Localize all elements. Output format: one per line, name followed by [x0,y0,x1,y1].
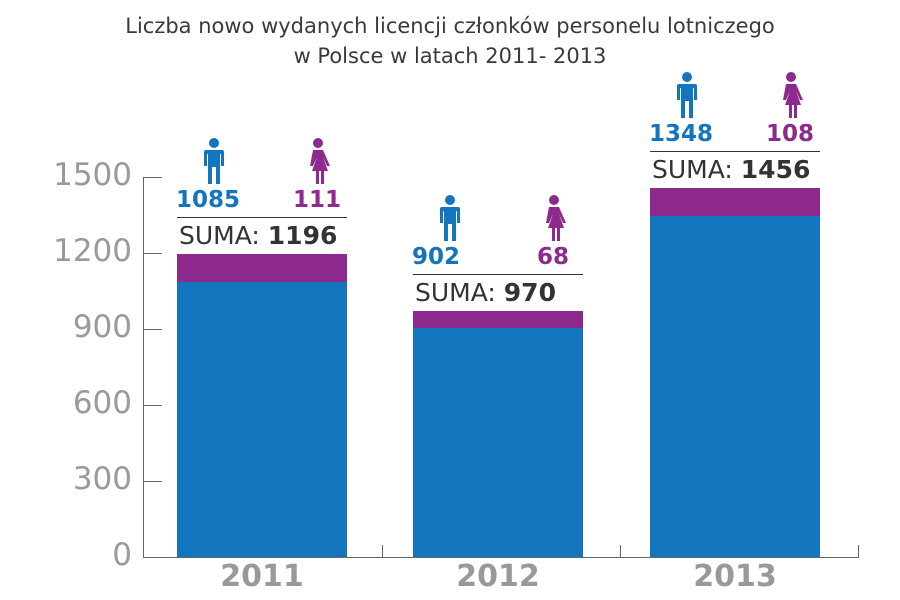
total-label: SUMA: 1456 [652,156,810,184]
x-label-2011: 2011 [220,559,304,594]
y-tick [143,481,162,482]
total-value: 1196 [267,221,338,250]
x-tick [858,545,859,557]
y-tick [143,253,162,254]
separator-line [650,151,820,153]
women-count: 108 [765,121,814,148]
x-label-2013: 2013 [693,559,777,594]
bar-men [177,282,347,557]
man-icon [439,195,461,245]
y-tick [143,329,162,330]
total-value: 970 [503,278,556,308]
bar-women [413,311,583,329]
y-tick-label: 900 [72,309,132,345]
y-axis-line [143,177,144,558]
man-icon [676,72,698,122]
x-tick [620,545,621,557]
chart-title-line1: Liczba nowo wydanych licencji członków p… [125,14,775,38]
bar-men [650,215,820,557]
men-count: 1348 [649,121,714,148]
separator-line [413,274,583,276]
x-label-2012: 2012 [456,559,540,594]
separator-line [177,217,347,218]
y-tick-label: 600 [72,385,132,421]
men-count: 902 [412,244,461,271]
y-tick-label: 1200 [53,233,132,269]
woman-icon [778,72,804,122]
y-tick [143,177,162,178]
women-count: 68 [536,244,569,271]
x-axis-line [143,557,859,558]
y-tick [143,405,162,406]
y-tick-label: 0 [112,537,132,573]
bar-men [413,328,583,557]
men-count: 1085 [176,187,241,213]
total-label: SUMA: 970 [415,279,556,307]
man-icon [203,138,225,188]
total-value: 1456 [740,155,811,185]
total-label: SUMA: 1196 [179,222,337,250]
woman-icon [305,138,331,188]
bar-women [177,254,347,283]
women-count: 111 [292,187,341,213]
y-tick-label: 300 [72,461,132,497]
y-tick-label: 1500 [53,157,132,193]
y-tick [143,557,162,558]
bar-women [650,188,820,216]
x-tick [382,545,383,557]
woman-icon [541,195,567,245]
suma-label: SUMA: [652,155,741,185]
suma-label: SUMA: [415,278,504,308]
suma-label: SUMA: [179,221,268,250]
chart-title-line2: w Polsce w latach 2011- 2013 [293,44,607,68]
